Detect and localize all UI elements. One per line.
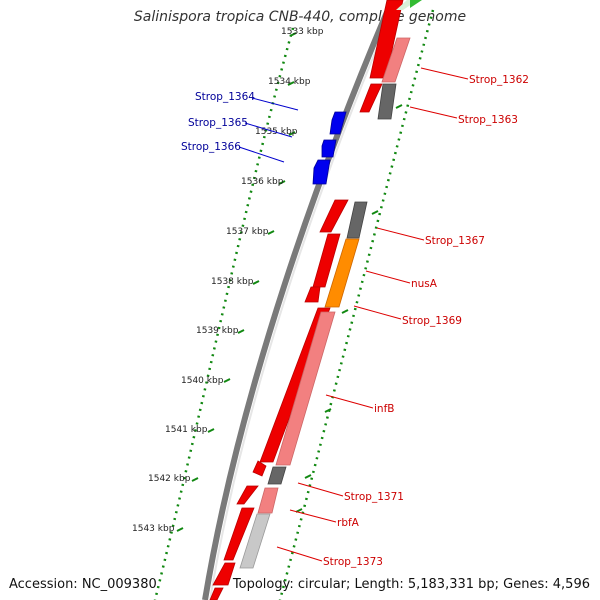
features-bottom[interactable] bbox=[209, 460, 287, 600]
features-top[interactable] bbox=[359, 0, 422, 120]
kbp-label-1537: 1537 kbp bbox=[226, 227, 269, 237]
ruler-outer bbox=[153, 27, 295, 600]
gene-label-strop-1367[interactable]: Strop_1367 bbox=[425, 235, 485, 247]
accession-text: Accession: NC_009380 bbox=[9, 577, 157, 592]
gene-label-infb[interactable]: infB bbox=[374, 403, 394, 415]
leader-strop-1363 bbox=[409, 106, 458, 119]
features-blue[interactable] bbox=[312, 111, 347, 185]
kbp-label-1538: 1538 kbp bbox=[211, 277, 254, 287]
feature-strop-1364[interactable] bbox=[329, 111, 347, 135]
leader-strop-1364 bbox=[251, 97, 299, 111]
ruler-ticks bbox=[176, 32, 403, 532]
feature-strop-1373-red[interactable] bbox=[223, 507, 255, 561]
feature-strop-1362-red[interactable] bbox=[359, 83, 383, 113]
kbp-label-1542: 1542 kbp bbox=[148, 474, 191, 484]
ruler-labels: 1533 kbp 1534 kbp 1535 kbp 1536 kbp 1537… bbox=[132, 27, 324, 534]
feature-strop-1375-red[interactable] bbox=[209, 587, 224, 600]
gene-label-strop-1371[interactable]: Strop_1371 bbox=[344, 491, 404, 503]
kbp-label-1543: 1543 kbp bbox=[132, 524, 175, 534]
feature-strop-1362[interactable] bbox=[381, 37, 411, 83]
gene-label-nusa[interactable]: nusA bbox=[411, 278, 438, 290]
gene-label-strop-1369[interactable]: Strop_1369 bbox=[402, 315, 462, 327]
leader-strop-1373 bbox=[276, 546, 323, 562]
backbone-outer bbox=[202, 10, 390, 600]
gene-label-strop-1363[interactable]: Strop_1363 bbox=[458, 114, 518, 126]
feature-infb[interactable] bbox=[275, 311, 336, 466]
kbp-label-1536: 1536 kbp bbox=[241, 177, 284, 187]
feature-strop-1369-red[interactable] bbox=[304, 286, 321, 303]
leader-strop-1365 bbox=[244, 122, 293, 138]
feature-green bbox=[410, 0, 422, 8]
leader-strop-1367 bbox=[376, 227, 425, 241]
feature-rbfa[interactable] bbox=[257, 487, 279, 514]
gene-label-strop-1364[interactable]: Strop_1364 bbox=[195, 91, 255, 103]
leader-strop-1362 bbox=[420, 67, 469, 80]
kbp-label-1534: 1534 kbp bbox=[268, 77, 311, 87]
feature-strop-1370-red[interactable] bbox=[252, 460, 267, 477]
leader-strop-1366 bbox=[238, 146, 285, 163]
feature-strop-1365[interactable] bbox=[321, 139, 337, 158]
kbp-label-1539: 1539 kbp bbox=[196, 326, 239, 336]
backbone-highlight bbox=[209, 11, 393, 600]
gene-label-rbfa[interactable]: rbfA bbox=[337, 517, 360, 529]
feature-strop-1368-red[interactable] bbox=[312, 233, 341, 288]
leader-nusa bbox=[365, 270, 411, 284]
leader-strop-1371 bbox=[297, 482, 344, 497]
gene-label-strop-1362[interactable]: Strop_1362 bbox=[469, 74, 529, 86]
kbp-label-1541: 1541 kbp bbox=[165, 425, 208, 435]
leader-lines bbox=[238, 67, 469, 562]
gene-label-strop-1373[interactable]: Strop_1373 bbox=[323, 556, 383, 568]
feature-strop-1366[interactable] bbox=[312, 159, 331, 185]
gene-label-strop-1366[interactable]: Strop_1366 bbox=[181, 141, 241, 153]
features-middle[interactable] bbox=[259, 199, 368, 466]
kbp-label-1533: 1533 kbp bbox=[281, 27, 324, 37]
feature-strop-1367[interactable] bbox=[346, 201, 368, 239]
leader-infb bbox=[325, 394, 374, 409]
feature-nusa[interactable] bbox=[324, 238, 360, 308]
leader-rbfa bbox=[289, 509, 337, 523]
leader-strop-1369 bbox=[353, 305, 402, 320]
kbp-label-1540: 1540 kbp bbox=[181, 376, 224, 386]
feature-strop-1367-red[interactable] bbox=[319, 199, 349, 233]
gene-labels-right: Strop_1362 Strop_1363 Strop_1367 nusA St… bbox=[323, 74, 529, 568]
feature-strop-1373[interactable] bbox=[239, 513, 271, 569]
gene-labels-left: Strop_1364 Strop_1365 Strop_1366 bbox=[181, 91, 255, 153]
feature-strop-1371[interactable] bbox=[267, 466, 287, 485]
feature-strop-1374-red[interactable] bbox=[212, 562, 236, 586]
feature-strop-1363[interactable] bbox=[377, 83, 397, 120]
gene-label-strop-1365[interactable]: Strop_1365 bbox=[188, 117, 248, 129]
feature-strop-1372-red[interactable] bbox=[236, 485, 259, 505]
genome-summary-text: Topology: circular; Length: 5,183,331 bp… bbox=[232, 577, 590, 592]
